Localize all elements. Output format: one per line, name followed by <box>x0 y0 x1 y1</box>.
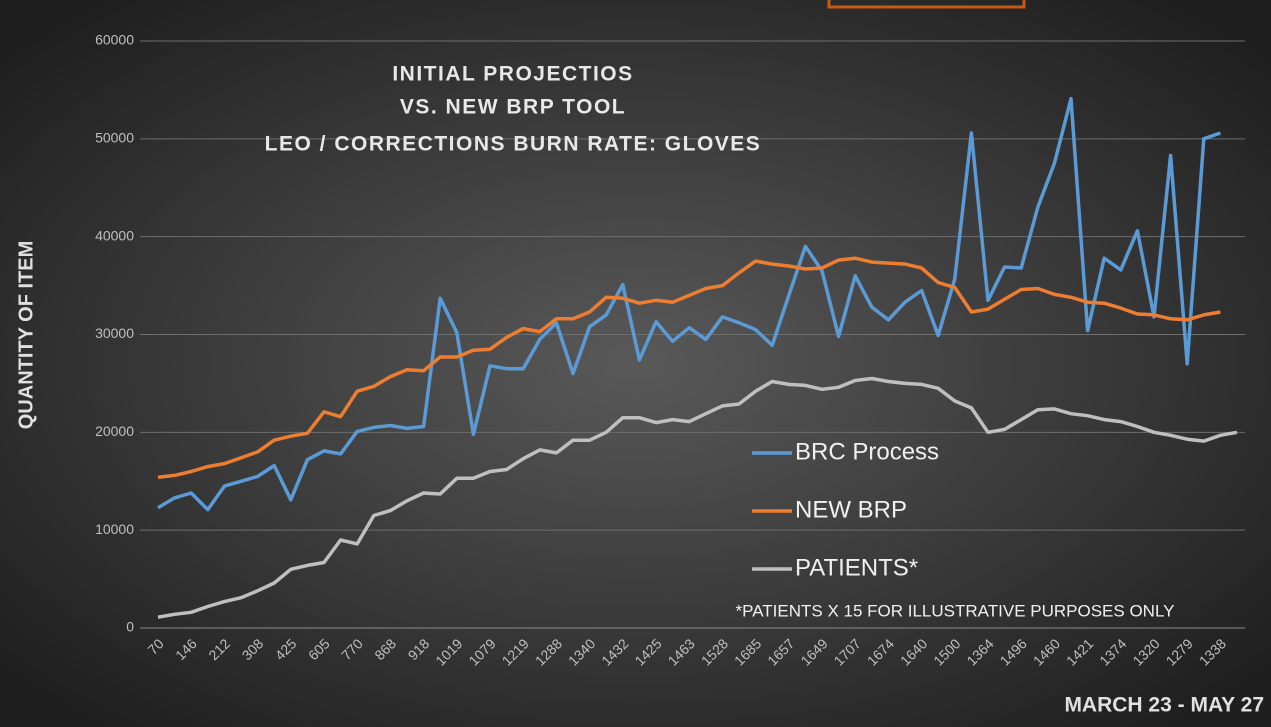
chart-title: INITIAL PROJECTIOS <box>392 63 633 86</box>
y-tick-label: 10000 <box>95 521 134 537</box>
y-tick-label: 0 <box>126 619 134 635</box>
legend-label: PATIENTS* <box>795 554 918 581</box>
y-tick-label: 40000 <box>95 227 134 243</box>
series-line <box>157 256 1221 480</box>
x-axis-label: MARCH 23 - MAY 27 <box>1064 694 1264 717</box>
y-tick-label: 60000 <box>95 32 134 48</box>
series-line <box>157 376 1238 619</box>
chart-title: LEO / CORRECTIONS BURN RATE: GLOVES <box>265 133 762 156</box>
legend-label: BRC Process <box>795 438 939 465</box>
legend-label: NEW BRP <box>795 496 907 523</box>
y-tick-label: 50000 <box>95 130 134 146</box>
chart-title: VS. NEW BRP TOOL <box>400 96 626 119</box>
frame-tab <box>827 0 1026 9</box>
y-tick-label: 20000 <box>95 423 134 439</box>
series-line <box>157 96 1221 512</box>
y-axis-label: QUANTITY OF ITEM <box>15 241 37 430</box>
y-tick-label: 30000 <box>95 325 134 341</box>
note: *PATIENTS X 15 FOR ILLUSTRATIVE PURPOSES… <box>736 601 1175 620</box>
